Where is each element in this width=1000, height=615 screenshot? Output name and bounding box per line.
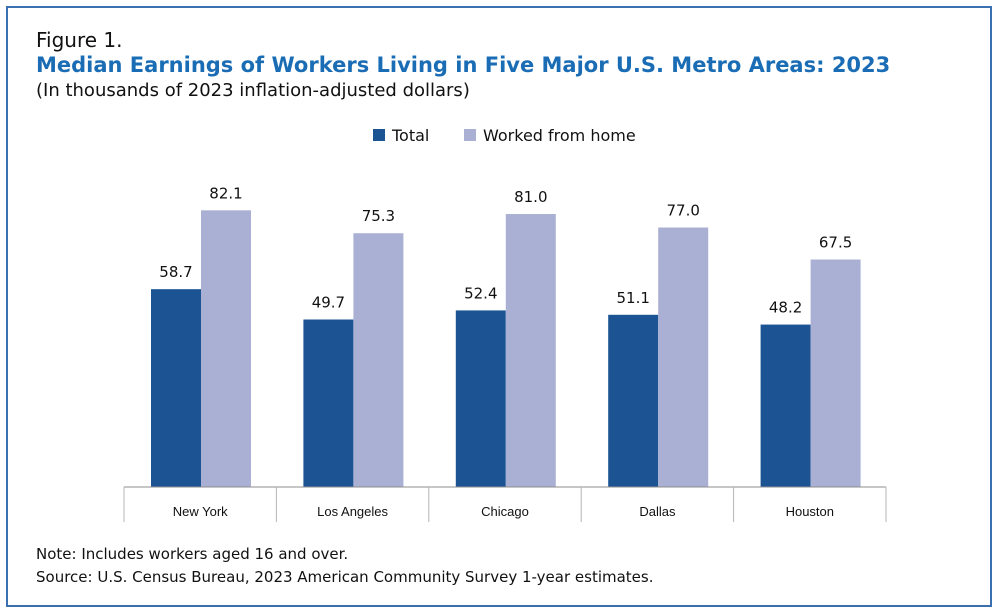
data-label-wfh-dallas: 77.0	[666, 202, 699, 220]
data-label-wfh-houston: 67.5	[819, 234, 852, 252]
chart-subtitle: (In thousands of 2023 inflation-adjusted…	[36, 80, 470, 101]
bar-wfh-new-york	[201, 210, 251, 487]
data-label-total-los-angeles: 49.7	[312, 294, 345, 312]
x-tick-label-los-angeles: Los Angeles	[317, 504, 388, 519]
data-label-wfh-chicago: 81.0	[514, 188, 547, 206]
data-label-total-new-york: 58.7	[159, 263, 192, 281]
bar-total-new-york	[151, 289, 201, 487]
note-text: Note: Includes workers aged 16 and over.	[36, 545, 349, 563]
legend-label-worked-from-home: Worked from home	[483, 126, 636, 145]
bar-wfh-chicago	[505, 214, 556, 487]
legend-swatch-total	[373, 129, 385, 141]
data-label-total-chicago: 52.4	[464, 284, 497, 302]
chart-notes: Note: Includes workers aged 16 and over.…	[36, 543, 654, 589]
bar-total-chicago	[455, 310, 506, 487]
legend: Total Worked from home	[373, 126, 636, 145]
bar-wfh-dallas	[658, 227, 709, 487]
x-tick-label-chicago: Chicago	[481, 504, 529, 519]
bar-total-los-angeles	[303, 319, 354, 487]
bar-total-houston	[760, 324, 811, 487]
bar-wfh-los-angeles	[353, 233, 404, 487]
figure-label: Figure 1.	[36, 28, 123, 52]
x-tick-label-dallas: Dallas	[639, 504, 676, 519]
bar-wfh-houston	[810, 259, 861, 487]
x-axis: New York Los Angeles Chicago Dallas Houston	[123, 486, 887, 522]
data-label-wfh-new-york: 82.1	[209, 184, 242, 202]
chart-title: Median Earnings of Workers Living in Fiv…	[36, 53, 891, 77]
x-tick-label-houston: Houston	[786, 504, 834, 519]
data-label-total-dallas: 51.1	[616, 289, 649, 307]
x-tick-label-new-york: New York	[173, 504, 228, 519]
bar-total-dallas	[608, 314, 659, 487]
source-text: Source: U.S. Census Bureau, 2023 America…	[36, 568, 654, 586]
data-label-wfh-los-angeles: 75.3	[362, 207, 395, 225]
bars-group: 58.7 82.1 49.7 75.3 52.4 81.0 51.1 77.0 48.2 67.5	[151, 184, 861, 487]
figure-frame	[6, 6, 992, 607]
data-label-total-houston: 48.2	[769, 299, 802, 317]
legend-label-total: Total	[391, 126, 429, 145]
legend-swatch-worked-from-home	[464, 129, 476, 141]
